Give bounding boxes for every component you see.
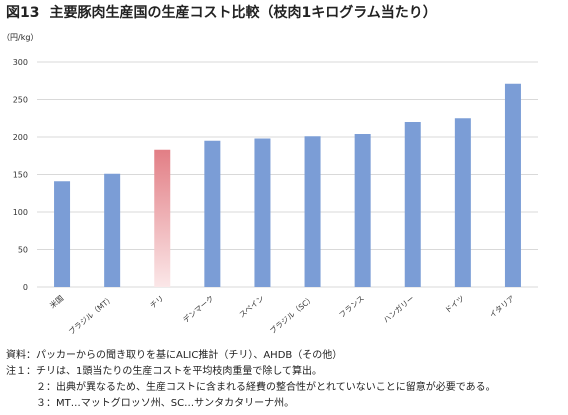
note-3: ３：MT…マットグロッソ州、SC…サンタカタリーナ州。: [36, 398, 295, 409]
figure-number: 図13: [6, 5, 40, 21]
x-tick-label: スペイン: [237, 294, 265, 320]
bar: [504, 83, 521, 287]
note-1: 注１：チリは、1頭当たりの生産コストを平均枝肉重量で除して算出。: [6, 366, 323, 377]
note-2: ２：出典が異なるため、生産コストに含まれる経費の整合性がとれていないことに留意が…: [36, 382, 496, 393]
x-tick-label: ブラジル（MT）: [66, 293, 115, 337]
bar: [204, 140, 221, 287]
y-tick-label: 300: [13, 58, 28, 67]
x-tick-label: イタリア: [488, 294, 517, 320]
y-axis-unit: （円/kg）: [2, 33, 39, 42]
bar: [354, 134, 371, 287]
gridlines: [37, 61, 538, 288]
chart-title: 図13 主要豚肉生産国の生産コスト比較（枝肉1キログラム当たり）: [6, 2, 437, 22]
bar: [154, 149, 171, 287]
bar: [454, 118, 471, 287]
y-axis-ticks: 0 50 100 150 200 250 300: [13, 58, 28, 292]
bar: [104, 173, 121, 287]
x-tick-label: デンマーク: [180, 293, 215, 325]
x-tick-label: チリ: [148, 294, 165, 311]
y-tick-label: 0: [23, 283, 28, 292]
footnotes: 資料：パッカーからの聞き取りを基にALIC推計（チリ）、AHDB（その他） 注１…: [6, 348, 496, 412]
x-axis-ticks: 米国 ブラジル（MT） チリ デンマーク スペイン ブラジル（SC） フランス ハンガリー ドイ…: [47, 293, 516, 337]
bars: [54, 83, 521, 287]
y-tick-label: 150: [13, 171, 28, 180]
bar: [54, 181, 71, 287]
title-text: 主要豚肉生産国の生産コスト比較（枝肉1キログラム当たり）: [49, 5, 437, 21]
x-tick-label: 米国: [47, 293, 65, 310]
x-tick-label: ハンガリー: [381, 293, 416, 325]
y-tick-label: 250: [13, 96, 28, 105]
y-tick-label: 200: [13, 133, 28, 142]
bar: [254, 138, 271, 287]
bar-chart: 0 50 100 150 200 250 300 米国 ブラジル（MT） チリ デンマーク スペイン…: [13, 58, 538, 337]
x-tick-label: フランス: [337, 294, 366, 320]
x-tick-label: ドイツ: [443, 294, 466, 315]
bar: [404, 122, 421, 287]
y-tick-label: 100: [13, 208, 28, 217]
y-tick-label: 50: [18, 246, 28, 255]
x-tick-label: ブラジル（SC）: [267, 293, 315, 336]
note-source: 資料：パッカーからの聞き取りを基にALIC推計（チリ）、AHDB（その他）: [6, 350, 343, 361]
bar: [304, 136, 321, 287]
